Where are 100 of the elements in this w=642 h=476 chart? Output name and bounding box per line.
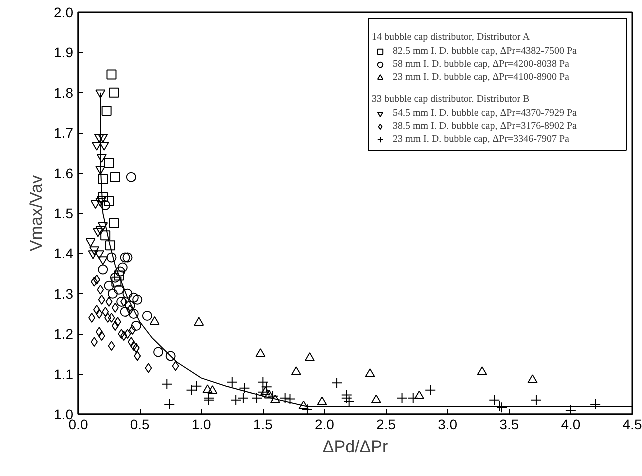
point <box>92 142 102 151</box>
point <box>96 90 106 99</box>
y-tick-label: 1.1 <box>54 366 74 382</box>
point <box>96 226 106 236</box>
point <box>110 172 120 182</box>
point <box>112 321 119 332</box>
point <box>98 331 106 342</box>
x-tick-label: 1.0 <box>192 416 212 432</box>
point <box>98 264 108 275</box>
point <box>208 385 218 394</box>
point <box>110 272 120 283</box>
point <box>344 396 355 408</box>
point <box>88 250 98 260</box>
legend-label: 82.5 mm I. D. bubble cap, ΔPr=4382-7500 Pa <box>393 45 577 58</box>
point <box>100 230 111 241</box>
point <box>102 106 112 116</box>
point <box>114 317 122 328</box>
point <box>108 288 118 299</box>
point <box>341 392 352 404</box>
point <box>260 386 271 396</box>
point <box>284 394 296 405</box>
point <box>108 341 116 352</box>
point <box>128 292 139 303</box>
y-axis-title: Vmax/Vav <box>27 174 46 252</box>
point <box>414 390 425 400</box>
point <box>302 404 313 414</box>
point <box>93 274 100 285</box>
point <box>408 392 419 404</box>
point <box>97 284 104 295</box>
point <box>264 390 274 399</box>
x-tick-label: 2.5 <box>376 416 396 432</box>
point <box>194 317 204 326</box>
x-tick-label: 2.0 <box>314 416 335 432</box>
point <box>93 228 104 238</box>
point <box>304 352 315 362</box>
point <box>120 331 128 342</box>
point <box>114 284 124 295</box>
point <box>162 378 173 390</box>
point <box>317 396 328 406</box>
point <box>489 394 500 406</box>
point <box>298 400 309 410</box>
point <box>132 343 140 354</box>
point <box>145 363 152 374</box>
point <box>128 309 139 319</box>
point <box>396 392 408 404</box>
point <box>115 266 126 277</box>
point <box>98 256 108 266</box>
point <box>125 300 136 311</box>
point <box>98 192 108 202</box>
point <box>258 376 269 388</box>
point <box>477 366 488 376</box>
y-tick-label: 1.7 <box>54 125 74 142</box>
point <box>124 329 132 340</box>
point <box>109 218 120 229</box>
x-tick-label: 3.5 <box>500 416 520 432</box>
point <box>425 384 436 396</box>
point <box>120 252 130 263</box>
y-tick-label: 1.3 <box>54 286 74 302</box>
y-tick-label: 1.9 <box>54 44 74 61</box>
point <box>365 368 376 378</box>
x-axis-title: ΔPd/ΔPr <box>322 438 388 456</box>
x-tick-label: 0.5 <box>130 416 150 432</box>
annotation: 14 bubble cap distributor, Distributor A <box>372 32 531 43</box>
y-tick-label: 1.8 <box>54 84 74 101</box>
point <box>122 288 133 299</box>
point <box>90 246 100 256</box>
point <box>256 348 266 358</box>
point <box>98 222 108 232</box>
point <box>164 398 176 410</box>
point <box>565 404 576 414</box>
point <box>116 296 127 307</box>
point <box>91 337 98 348</box>
point <box>96 327 103 338</box>
point <box>166 351 176 362</box>
point <box>120 307 130 317</box>
point <box>268 390 279 402</box>
point <box>106 252 117 263</box>
legend-label: 38.5 mm I. D. bubble cap, ΔPr=3176-8902 Pa <box>393 120 577 133</box>
point <box>118 329 126 340</box>
legend-label: 54.5 mm I. D. bubble cap, ΔPr=4370-7929 Pa <box>393 107 577 120</box>
point <box>94 250 104 260</box>
legend-label: 23 mm I. D. bubble cap, ΔPr=4100-8900 Pa <box>393 71 570 84</box>
point <box>108 313 116 324</box>
point <box>98 294 106 305</box>
point <box>96 166 106 175</box>
point <box>91 276 98 287</box>
point <box>98 134 108 143</box>
point <box>88 313 96 324</box>
point <box>90 200 101 210</box>
point <box>118 262 128 273</box>
point <box>86 238 96 248</box>
point <box>202 384 213 394</box>
point <box>332 378 343 389</box>
point <box>128 337 135 348</box>
point <box>99 142 110 151</box>
point <box>112 302 119 313</box>
point <box>114 270 124 281</box>
point <box>120 296 128 307</box>
point <box>112 276 122 287</box>
point <box>93 304 100 315</box>
